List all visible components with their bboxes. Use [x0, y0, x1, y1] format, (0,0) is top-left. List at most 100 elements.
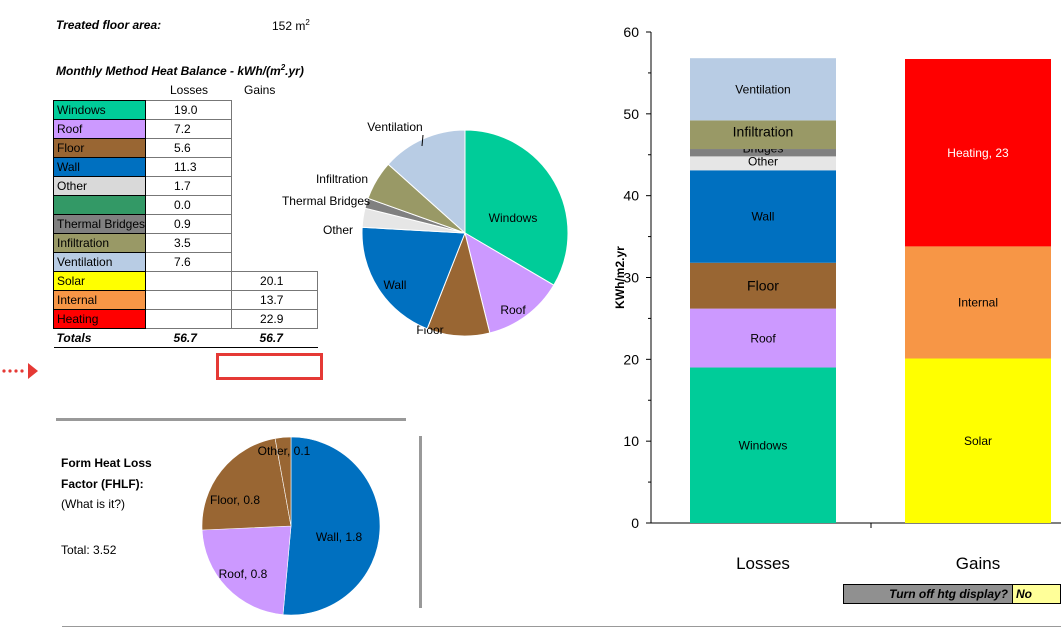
- y-tick-label: 50: [623, 106, 639, 122]
- row-label: Infiltration: [52, 233, 147, 253]
- y-tick-label: 60: [623, 24, 639, 40]
- losses-column-header: Losses: [170, 83, 209, 97]
- table-row: Infiltration 3.5: [52, 233, 318, 253]
- loss-value: 11.3: [145, 157, 233, 177]
- loss-value: [145, 271, 233, 291]
- y-tick-label: 0: [631, 515, 639, 531]
- table-row: Floor 5.6: [52, 138, 318, 158]
- pie-leader-line: [421, 134, 424, 147]
- row-label: Wall: [52, 157, 147, 177]
- fhlf-title-line2: Factor (FHLF):: [61, 477, 144, 491]
- pie-label-other-0-1: Other, 0.1: [258, 444, 311, 458]
- heating-highlight-box: [216, 353, 323, 380]
- pie-label-roof: Roof: [500, 303, 526, 317]
- bottom-rule: [62, 626, 1061, 627]
- table-row: Windows 19.0: [52, 100, 318, 120]
- y-tick-label: 10: [623, 433, 639, 449]
- bar-other: [690, 156, 836, 171]
- floor-area-unit-sup: 2: [305, 18, 310, 27]
- y-axis-label: KWh/m2.yr: [613, 246, 627, 309]
- floor-area-number: 152: [272, 19, 293, 33]
- row-label: Windows: [52, 100, 147, 120]
- y-tick-label: 20: [623, 351, 639, 367]
- y-tick-label: 30: [623, 270, 639, 286]
- bar-label-floor: Floor: [747, 278, 779, 294]
- fhlf-pie-chart: Wall, 1.8 Roof, 0.8 Floor, 0.8 Other, 0.1: [201, 436, 381, 616]
- totals-losses: 56.7: [145, 328, 232, 348]
- gain-value: 13.7: [231, 290, 319, 310]
- gains-column-header: Gains: [244, 83, 276, 97]
- bar-windows: [690, 367, 836, 523]
- heating-display-toggle: Turn off htg display? No: [843, 584, 1061, 604]
- fhlf-total: Total: 3.52: [61, 543, 117, 557]
- row-label: Floor: [52, 138, 147, 158]
- section-divider: [56, 418, 406, 421]
- heat-balance-title-sup: 2: [280, 63, 286, 72]
- heat-balance-bar-chart: 0 10 20 30 40 50 60 KWh/m2.yr Windows Roof Floor Wa…: [613, 24, 1061, 573]
- fhlf-title: Form Heat Loss Factor (FHLF):: [61, 453, 152, 495]
- loss-value: 7.2: [145, 119, 233, 139]
- loss-value: 1.7: [145, 176, 233, 196]
- fhlf-title-line1: Form Heat Loss: [61, 456, 152, 470]
- bar-roof: [690, 308, 836, 368]
- row-label: Thermal Bridges: [52, 214, 147, 234]
- arrow-right-icon: [2, 363, 38, 379]
- loss-value: [145, 309, 233, 329]
- treated-floor-area-value: 152 m2: [272, 18, 310, 33]
- pie-label-thermal-bridges: Thermal Bridges: [282, 194, 370, 208]
- pie-label-wall: Wall: [384, 278, 407, 292]
- pie-slice-windows: [464, 129, 569, 286]
- row-label: Roof: [52, 119, 147, 139]
- row-label: Internal: [52, 290, 147, 310]
- fhlf-help-link[interactable]: (What is it?): [61, 497, 126, 511]
- table-row: Heating 22.9: [52, 309, 319, 329]
- bar-ventilation: [690, 58, 836, 121]
- loss-value: 0.0: [145, 195, 233, 215]
- heat-balance-title-suffix: .yr): [285, 64, 304, 78]
- loss-value: [145, 290, 233, 310]
- pie-label-other: Other: [323, 223, 353, 237]
- bar-label-other: Other: [748, 154, 778, 168]
- bar-label-ventilation: Ventilation: [735, 82, 790, 96]
- treated-floor-area-label: Treated floor area:: [56, 18, 162, 32]
- totals-gains: 56.7: [231, 328, 318, 348]
- table-row: Solar 20.1: [52, 271, 319, 291]
- table-row: Thermal Bridges 0.9: [52, 214, 318, 234]
- loss-value: 5.6: [145, 138, 233, 158]
- pie-slice-other-0-1: [274, 436, 292, 527]
- pie-slice-wall: [361, 226, 466, 330]
- bar-label-internal: Internal: [958, 296, 998, 310]
- toggle-value-dropdown[interactable]: No: [1012, 585, 1060, 603]
- pie-label-windows: Windows: [489, 211, 538, 225]
- row-label: Other: [52, 176, 147, 196]
- table-row: Ventilation 7.6: [52, 252, 318, 272]
- loss-value: 3.5: [145, 233, 233, 253]
- pie-slice-roof-0-8: [201, 525, 292, 615]
- toggle-label: Turn off htg display?: [844, 585, 1012, 603]
- loss-value: 19.0: [145, 100, 233, 120]
- pie-label-ventilation: Ventilation: [367, 120, 422, 134]
- table-row: Internal 13.7: [52, 290, 319, 310]
- pie-label-wall-1-8: Wall, 1.8: [316, 530, 363, 544]
- loss-value: 0.9: [145, 214, 233, 234]
- row-label: Heating: [52, 309, 147, 329]
- heat-balance-title: Monthly Method Heat Balance - kWh/(m2.yr…: [56, 63, 304, 78]
- table-row: 0.0: [52, 195, 318, 215]
- bar-solar: [905, 358, 1051, 523]
- row-label: Ventilation: [52, 252, 147, 272]
- loss-value: 7.6: [145, 252, 233, 272]
- bar-heating: [905, 59, 1051, 247]
- totals-label: Totals: [53, 328, 146, 348]
- pie-label-roof-0-8: Roof, 0.8: [219, 567, 268, 581]
- bar-label-roof: Roof: [750, 331, 776, 345]
- pie-label-infiltration: Infiltration: [316, 172, 368, 186]
- row-label: Solar: [52, 271, 147, 291]
- bar-label-infiltration: Infiltration: [733, 124, 794, 140]
- pie-slice-floor-0-8: [201, 438, 292, 531]
- x-tick-label: Gains: [956, 554, 1000, 573]
- pie-slice-roof: [464, 231, 555, 334]
- bar-thermal-bridges: [690, 149, 836, 157]
- bar-infiltration: [690, 120, 836, 150]
- heat-balance-table: Windows 19.0 Roof 7.2 Floor 5.6 Wall 11.3 Other 1…: [52, 100, 319, 348]
